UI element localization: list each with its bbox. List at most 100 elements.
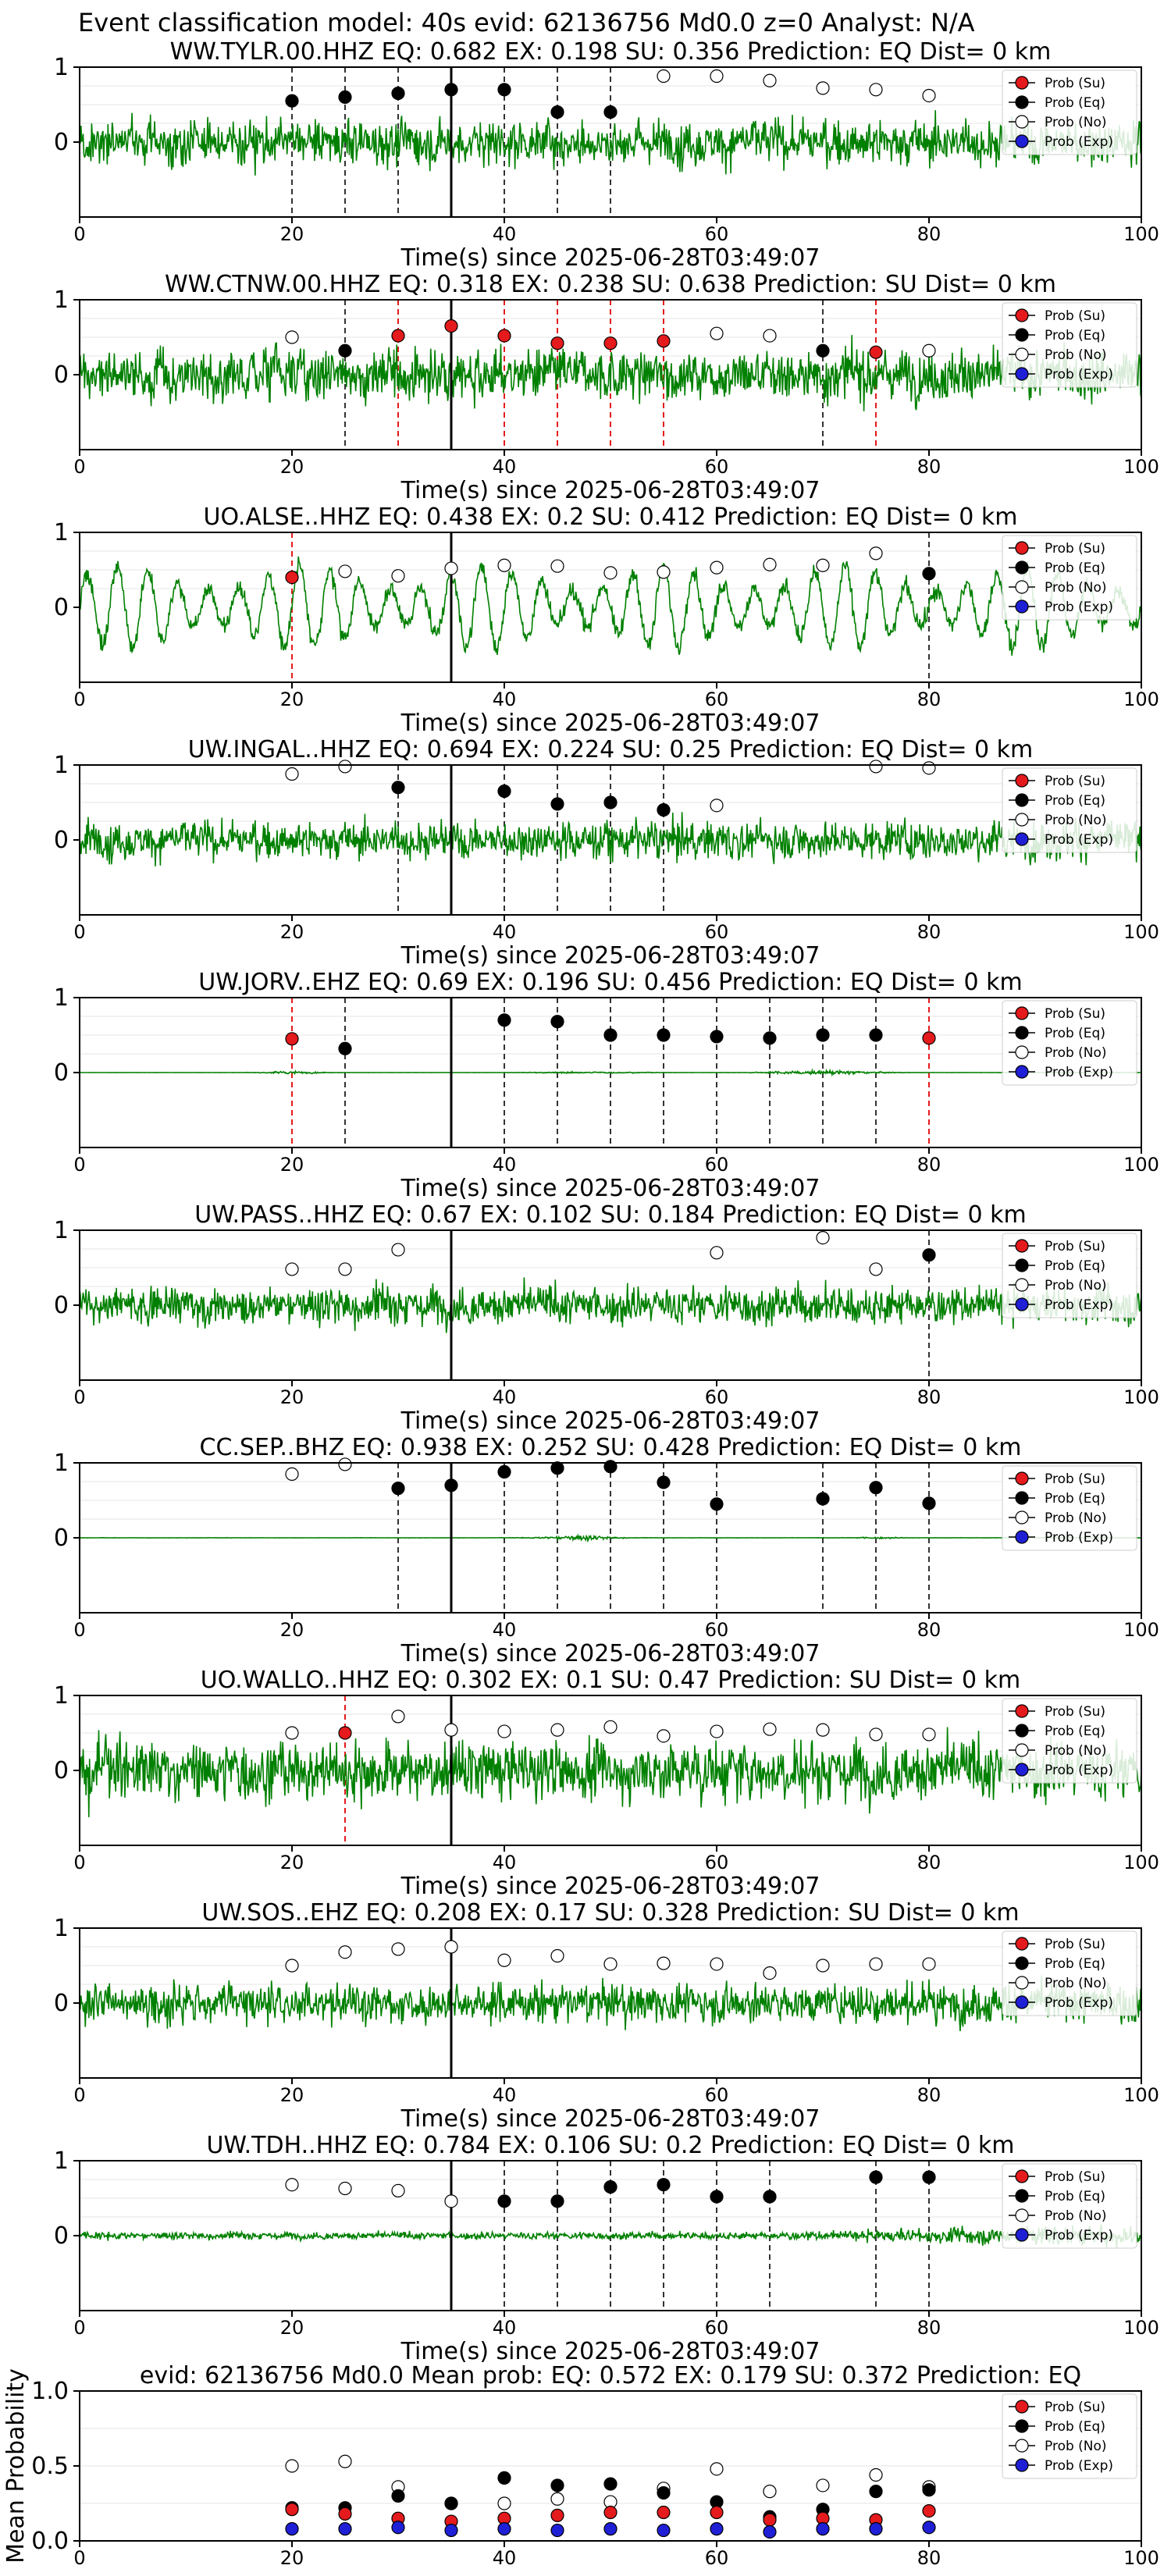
legend-label: Prob (Eq): [1045, 560, 1105, 576]
legend-label: Prob (Eq): [1045, 1258, 1105, 1274]
mean-marker-no: [816, 2478, 830, 2492]
prob-marker-no: [338, 2181, 352, 2196]
x-tick-label: 100: [1123, 456, 1159, 478]
legend-marker: [1015, 2458, 1029, 2472]
legend-marker: [1015, 1510, 1029, 1525]
probability-markers: [285, 1013, 936, 1055]
prob-marker-no: [816, 1723, 830, 1737]
station-panel: WW.TYLR.00.HHZ EQ: 0.682 EX: 0.198 SU: 0…: [54, 38, 1159, 272]
x-tick-label: 0: [73, 2084, 85, 2106]
y-axis: 01: [54, 1450, 80, 1552]
legend-label: Prob (Su): [1045, 1937, 1105, 1952]
prob-marker-no: [922, 761, 936, 775]
x-tick-label: 0: [73, 688, 85, 710]
x-tick-label: 40: [493, 223, 517, 245]
prob-marker-eq: [603, 2180, 618, 2194]
y-axis: 01: [54, 54, 80, 156]
x-axis: 0 20 40 60 80 100: [73, 1380, 1159, 1408]
x-axis-label: Time(s) since 2025-06-28T03:49:07: [400, 710, 820, 737]
prob-marker-no: [922, 88, 936, 103]
mean-marker-su: [763, 2513, 777, 2527]
mean-marker-exp: [550, 2523, 564, 2538]
probability-markers: [285, 319, 936, 359]
legend-label: Prob (Su): [1045, 1471, 1105, 1487]
prob-marker-no: [710, 799, 724, 813]
legend-marker: [1015, 1956, 1029, 1970]
x-tick-label: 20: [280, 2317, 304, 2339]
station-panel: UW.JORV..EHZ EQ: 0.69 EX: 0.196 SU: 0.45…: [54, 969, 1159, 1202]
legend: Prob (Su) Prob (Eq) Prob (No) Prob (Exp): [1002, 1465, 1137, 1551]
legend-label: Prob (Exp): [1045, 134, 1113, 150]
legend-marker: [1015, 2400, 1029, 2414]
legend-label: Prob (No): [1045, 1045, 1107, 1061]
mean-probability-markers: [285, 2454, 936, 2539]
prob-marker-no: [285, 330, 299, 344]
prob-marker-eq: [603, 1028, 618, 1042]
x-tick-label: 40: [493, 1154, 517, 1176]
legend-marker: [1015, 1258, 1029, 1272]
mean-marker-exp: [391, 2521, 405, 2535]
prob-marker-eq: [657, 1028, 671, 1042]
legend-label: Prob (No): [1045, 1510, 1107, 1526]
x-axis: 0 20 40 60 80 100: [73, 2311, 1159, 2339]
x-tick-label: 100: [1123, 1386, 1159, 1408]
x-tick-label: 100: [1123, 1619, 1159, 1641]
y-tick-label: 1.0: [31, 2378, 69, 2405]
legend-box: [1002, 767, 1137, 853]
prob-marker-eq: [497, 1464, 511, 1479]
prob-marker-eq: [285, 94, 299, 108]
legend-label: Prob (Eq): [1045, 328, 1105, 343]
x-tick-label: 60: [705, 2317, 729, 2339]
legend-label: Prob (Exp): [1045, 1530, 1113, 1546]
mean-marker-su: [603, 2505, 618, 2520]
legend-label: Prob (No): [1045, 813, 1107, 828]
x-tick-label: 0: [73, 1386, 85, 1408]
prob-marker-eq: [657, 802, 671, 817]
x-axis: 0 20 40 60 80 100: [73, 682, 1159, 710]
probability-markers: [285, 2170, 936, 2208]
prob-marker-no: [285, 1959, 299, 1973]
legend-marker: [1015, 1278, 1029, 1292]
prob-marker-eq: [550, 1015, 564, 1029]
legend-label: Prob (Eq): [1045, 793, 1105, 809]
legend-marker: [1015, 541, 1029, 555]
legend: Prob (Su) Prob (Eq) Prob (No) Prob (Exp): [1002, 1930, 1137, 2016]
prob-marker-no: [603, 1957, 618, 1971]
x-tick-label: 40: [493, 1386, 517, 1408]
mean-marker-eq: [869, 2485, 883, 2499]
legend-marker: [1015, 1743, 1029, 1757]
prob-marker-no: [285, 2178, 299, 2192]
legend-label: Prob (No): [1045, 347, 1107, 363]
prob-marker-eq: [710, 1497, 724, 1511]
mean-marker-exp: [603, 2522, 618, 2536]
station-panel: CC.SEP..BHZ EQ: 0.938 EX: 0.252 SU: 0.42…: [54, 1434, 1159, 1667]
prob-marker-eq: [338, 90, 352, 105]
x-tick-label: 40: [493, 1619, 517, 1641]
x-tick-label: 80: [917, 1386, 941, 1408]
legend-label: Prob (Exp): [1045, 367, 1113, 382]
x-tick-label: 80: [917, 921, 941, 943]
prob-marker-no: [285, 1726, 299, 1740]
legend-box: [1002, 1233, 1137, 1318]
prob-marker-no: [603, 566, 618, 580]
x-tick-label: 60: [705, 2084, 729, 2106]
waveform-trace: [79, 1533, 1141, 1543]
y-tick-label: 0: [54, 1757, 69, 1784]
prob-marker-no: [657, 565, 671, 579]
x-tick-label: 60: [705, 223, 729, 245]
x-tick-label: 40: [493, 2547, 517, 2569]
y-tick-label: 1: [54, 752, 69, 779]
legend-marker: [1015, 1724, 1029, 1738]
x-tick-label: 60: [705, 456, 729, 478]
legend-marker: [1015, 367, 1029, 381]
x-tick-label: 100: [1123, 921, 1159, 943]
panel-title: CC.SEP..BHZ EQ: 0.938 EX: 0.252 SU: 0.42…: [200, 1434, 1022, 1461]
legend: Prob (Su) Prob (Eq) Prob (No) Prob (Exp): [1002, 2163, 1137, 2249]
x-tick-label: 40: [493, 921, 517, 943]
legend-marker: [1015, 1704, 1029, 1718]
mean-marker-exp: [338, 2522, 352, 2536]
legend-marker: [1015, 308, 1029, 322]
prob-marker-no: [497, 1953, 511, 1967]
legend-label: Prob (Exp): [1045, 2228, 1113, 2243]
mean-marker-exp: [869, 2522, 883, 2536]
